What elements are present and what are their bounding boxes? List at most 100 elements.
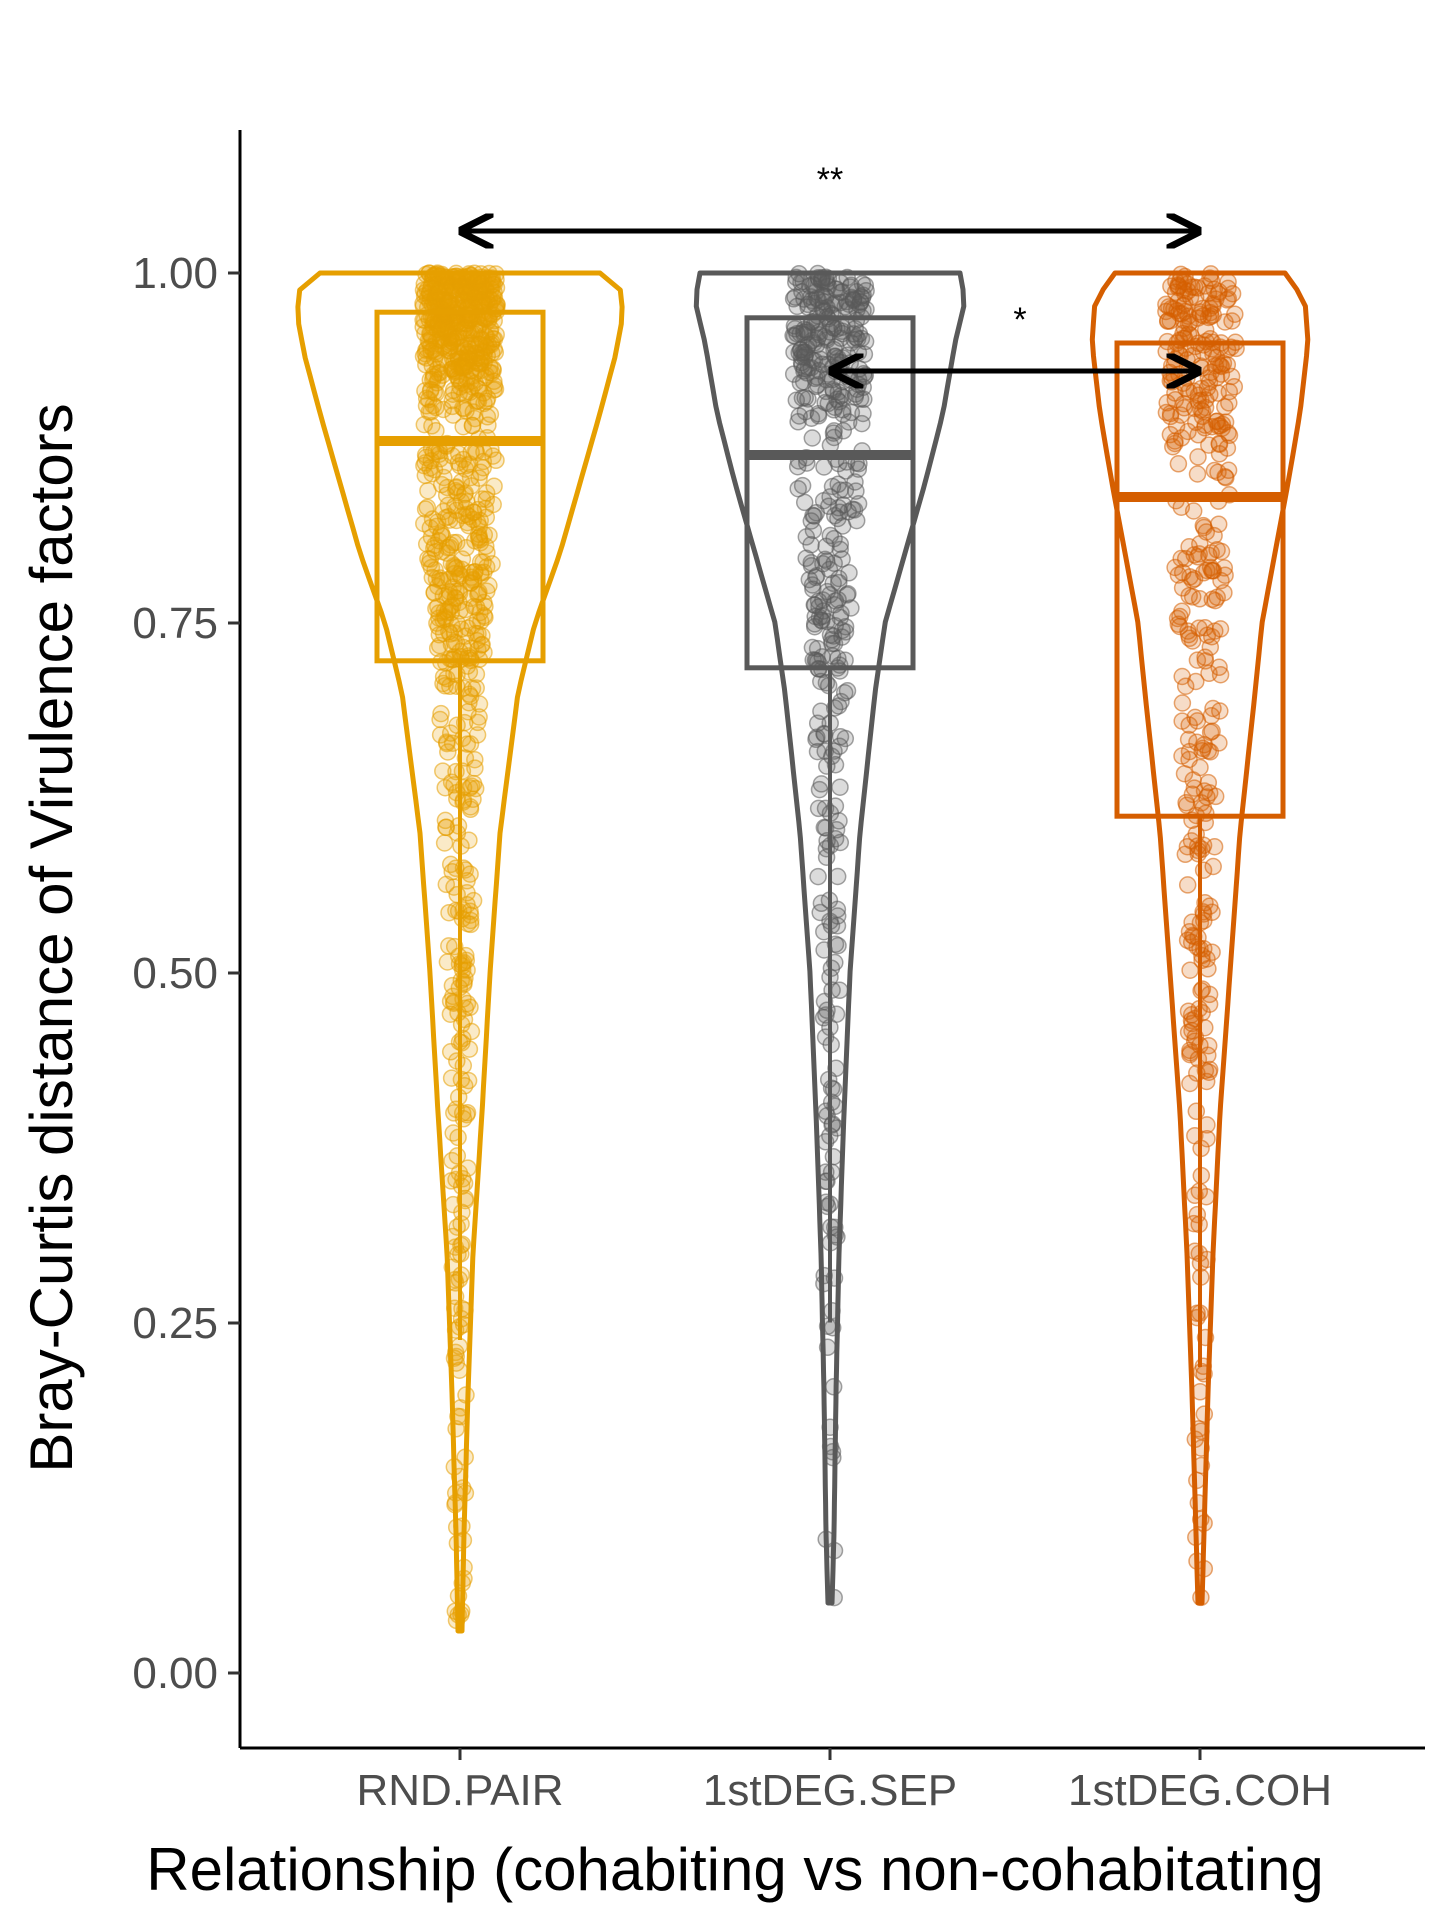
data-point — [470, 583, 488, 601]
data-point — [1206, 591, 1224, 610]
data-point — [826, 617, 844, 635]
data-point — [442, 635, 461, 654]
x-tick-label: 1stDEG.SEP — [703, 1766, 957, 1815]
data-point — [1195, 782, 1214, 800]
data-point — [802, 557, 821, 575]
data-point — [461, 800, 480, 819]
data-point — [471, 603, 489, 622]
data-point — [1194, 516, 1213, 535]
data-point — [1216, 413, 1235, 431]
data-point — [1173, 602, 1191, 621]
x-tick-label: 1stDEG.COH — [1068, 1766, 1332, 1815]
data-point — [813, 343, 832, 361]
data-point — [812, 672, 830, 691]
data-point — [454, 1056, 473, 1075]
data-point — [451, 602, 469, 620]
data-point — [821, 526, 840, 545]
data-point — [438, 669, 456, 688]
data-point — [483, 364, 501, 382]
data-point — [460, 284, 478, 303]
data-point — [1178, 876, 1197, 894]
data-point — [839, 502, 857, 521]
data-point — [440, 538, 459, 556]
data-point — [789, 413, 807, 431]
data-point — [461, 687, 480, 706]
data-point — [1196, 619, 1214, 637]
data-point — [803, 429, 822, 447]
data-point — [434, 762, 452, 780]
data-point — [438, 734, 456, 753]
data-point — [829, 936, 847, 955]
data-point — [1176, 677, 1195, 695]
data-point — [453, 1235, 472, 1253]
data-point — [464, 790, 482, 809]
data-point — [802, 536, 820, 554]
data-point — [473, 331, 491, 349]
data-point — [794, 372, 813, 391]
data-point — [457, 375, 475, 394]
data-point — [787, 391, 806, 410]
x-tick-label: RND.PAIR — [357, 1766, 564, 1815]
data-point — [856, 276, 875, 295]
data-point — [1200, 1063, 1218, 1081]
data-point — [799, 298, 817, 317]
significance-annotations: *** — [462, 161, 1198, 371]
data-point — [486, 380, 505, 398]
data-point — [786, 288, 804, 306]
data-point — [826, 506, 844, 525]
data-point — [803, 576, 822, 594]
data-point — [427, 345, 446, 363]
data-point — [849, 460, 868, 478]
data-point — [1205, 837, 1224, 856]
data-point — [846, 473, 864, 491]
data-point — [1175, 764, 1194, 783]
data-point — [1183, 632, 1202, 650]
data-point — [1179, 1002, 1198, 1020]
data-point — [453, 550, 472, 568]
data-point — [467, 679, 485, 697]
y-tick-label: 0.25 — [132, 1299, 218, 1348]
data-point — [807, 730, 825, 749]
data-point — [1223, 312, 1241, 330]
data-point — [831, 481, 849, 499]
data-point — [447, 478, 466, 497]
data-point — [1196, 277, 1214, 295]
data-point — [1199, 773, 1218, 792]
data-point — [1191, 535, 1209, 553]
data-point — [427, 517, 446, 536]
data-point — [1216, 398, 1234, 416]
data-point — [1173, 694, 1192, 712]
data-point — [484, 447, 502, 465]
data-point — [824, 1147, 843, 1166]
box-1stDEG.COH — [1114, 340, 1286, 819]
violins — [295, 270, 1311, 1634]
data-point — [808, 639, 827, 658]
data-point — [1157, 342, 1175, 361]
data-point — [472, 564, 490, 582]
data-point — [485, 275, 503, 294]
data-point — [828, 867, 847, 886]
data-point — [830, 569, 848, 588]
box-RND.PAIR — [374, 309, 546, 664]
data-point — [1187, 672, 1205, 691]
y-tick-label: 0.75 — [132, 599, 218, 648]
data-point — [1214, 354, 1233, 372]
data-point — [475, 526, 494, 544]
data-point — [821, 488, 839, 506]
data-point — [1180, 629, 1199, 648]
data-point — [417, 356, 435, 374]
data-point — [1200, 664, 1218, 683]
x-axis-ticks: RND.PAIR 1stDEG.SEP 1stDEG.COH — [357, 1748, 1332, 1815]
data-point — [836, 729, 855, 748]
data-point — [825, 422, 843, 440]
significance-label: * — [1013, 301, 1026, 339]
data-point — [1179, 422, 1197, 441]
data-point — [466, 779, 485, 798]
data-point — [442, 1069, 461, 1087]
data-point — [421, 550, 440, 568]
data-point — [1188, 465, 1207, 483]
data-point — [815, 458, 833, 476]
x-axis-title: Relationship (cohabiting vs non-cohabita… — [146, 1836, 1323, 1903]
data-point — [1181, 1045, 1199, 1064]
